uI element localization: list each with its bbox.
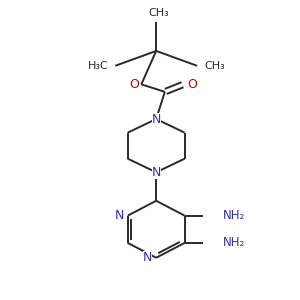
Text: N: N xyxy=(152,112,161,125)
Text: O: O xyxy=(187,78,197,91)
Text: H₃C: H₃C xyxy=(88,61,108,71)
Text: CH₃: CH₃ xyxy=(148,8,169,17)
Text: N: N xyxy=(114,209,124,222)
Text: NH₂: NH₂ xyxy=(223,236,245,249)
Text: NH₂: NH₂ xyxy=(223,209,245,222)
Text: N: N xyxy=(152,166,161,179)
Text: CH₃: CH₃ xyxy=(204,61,225,71)
Text: N: N xyxy=(143,251,152,264)
Text: O: O xyxy=(129,78,139,91)
